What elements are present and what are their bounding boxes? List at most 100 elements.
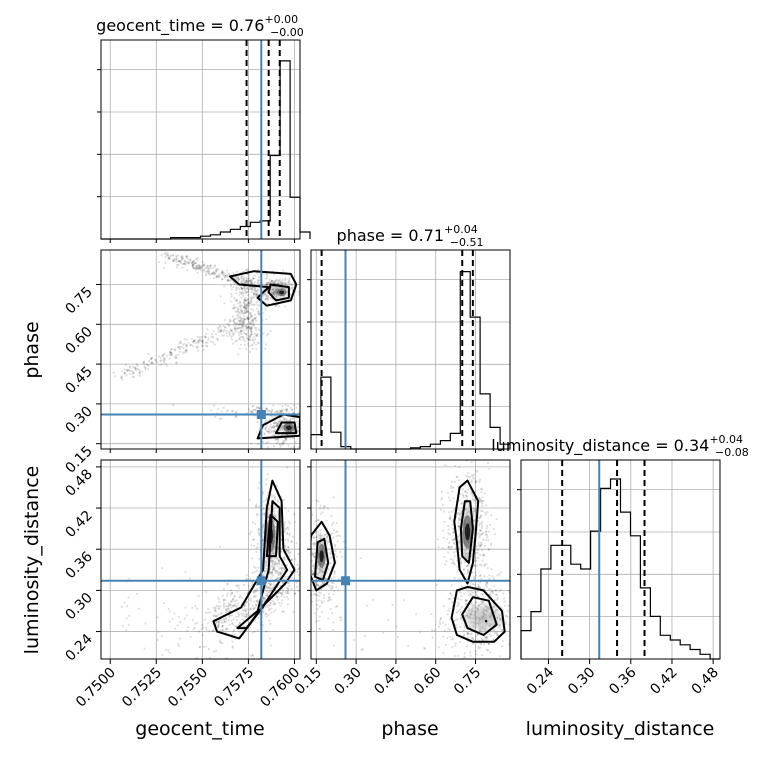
scatter-phase-geocent-lower-blob-pt (264, 428, 267, 431)
scatter-dist-phase-right-top-pt (471, 571, 474, 574)
scatter-dist-phase-right-bottom-pt (453, 576, 456, 580)
scatter-phase-geocent-low-arm-pt (212, 341, 215, 344)
scatter-dist-geocent-tail-pt (227, 605, 230, 608)
scatter-dist-phase-right-bottom-pt (446, 613, 449, 616)
scatter-phase-geocent-high-arm-pt (183, 262, 187, 265)
scatter-dist-geocent-core-pt (268, 571, 271, 574)
scatter-dist-phase-right-bottom-pt (448, 628, 451, 632)
scatter-phase-geocent-high-arm-pt (198, 265, 201, 268)
scatter-dist-phase-right-top-pt (464, 490, 467, 493)
scatter-phase-geocent-arm-pt (237, 313, 240, 316)
scatter-phase-geocent-arm-pt (244, 292, 247, 295)
scatter-phase-geocent-high-arm-pt (199, 266, 202, 269)
scatter-dist-geocent-tail-pt (279, 592, 282, 595)
scatter-phase-geocent-low-arm-pt (219, 325, 222, 329)
scatter-phase-geocent-high-arm-pt (193, 262, 197, 265)
scatter-dist-phase-right-bottom-pt (450, 584, 453, 587)
scatter-phase-geocent-band-pt (278, 409, 282, 412)
scatter-dist-geocent-tail-pt (241, 618, 244, 621)
scatter-phase-geocent-lower-blob-pt (274, 421, 278, 424)
scatter-phase-geocent-low-arm-pt (168, 357, 171, 360)
scatter-dist-phase-right-top-pt (448, 517, 451, 520)
scatter-dist-geocent-core-pt (254, 566, 257, 570)
scatter-phase-geocent-arm-pt (256, 294, 259, 297)
scatter-dist-phase-right-bottom-pt (475, 635, 478, 639)
scatter-dist-geocent-core-pt (285, 549, 288, 553)
scatter-dist-geocent-core-pt (281, 582, 284, 585)
scatter-phase-geocent-upper-blob-pt (270, 285, 274, 288)
scatter-dist-geocent-core-pt (267, 491, 270, 494)
scatter-dist-phase-spread-pt (332, 717, 334, 719)
scatter-dist-phase-left-pt (329, 552, 332, 555)
scatter-dist-phase-spread-pt (382, 631, 385, 634)
scatter-dist-phase-right-top-pt (479, 529, 482, 532)
scatter-dist-geocent-spread-pt (127, 596, 130, 599)
scatter-dist-phase-right-top-pt (447, 528, 450, 531)
scatter-dist-geocent-spread-pt (194, 605, 197, 608)
scatter-dist-geocent-tail-pt (235, 599, 238, 602)
scatter-dist-geocent-tail-pt (204, 626, 208, 629)
scatter-phase-geocent-low-arm-pt (173, 348, 176, 351)
scatter-dist-phase-left-pt (322, 600, 325, 603)
panel-frame-2-1 (310, 459, 511, 660)
scatter-phase-geocent-low-arm-pt (246, 318, 249, 321)
scatter-dist-phase-right-top-pt (475, 574, 478, 577)
scatter-dist-geocent-tail-pt (270, 607, 273, 610)
scatter-phase-geocent-arm-pt (240, 312, 243, 315)
scatter-dist-geocent-tail-pt (268, 590, 271, 593)
scatter-phase-geocent-arm-pt (246, 332, 249, 335)
scatter-phase-geocent-high-arm-pt (251, 286, 254, 289)
scatter-dist-phase-left-pt (317, 519, 320, 522)
scatter-phase-geocent-band-pt (265, 410, 268, 413)
scatter-dist-phase-right-top-pt (477, 585, 481, 588)
scatter-dist-phase-right-bottom-pt (484, 583, 488, 586)
scatter-dist-geocent-core-pt (272, 494, 275, 497)
scatter-dist-geocent-tail-pt (268, 607, 271, 611)
scatter-dist-phase-right-top-pt (472, 564, 476, 567)
scatter-phase-geocent-low-arm-pt (240, 323, 243, 326)
scatter-dist-phase-right-top-pt (472, 495, 475, 498)
scatter-phase-geocent-low-arm-pt (209, 340, 212, 343)
scatter-dist-phase-right-top-pt (452, 486, 455, 489)
scatter-phase-geocent-low-arm-pt (238, 319, 242, 323)
scatter-phase-geocent-low-arm-pt (170, 354, 173, 357)
scatter-phase-geocent-low-arm-pt (138, 372, 141, 375)
scatter-phase-geocent-lower-blob-pt (274, 438, 277, 441)
scatter-phase-geocent-arm-pt (234, 340, 237, 343)
scatter-dist-geocent-tail-pt (218, 601, 221, 604)
scatter-dist-geocent-core-pt (265, 478, 268, 481)
scatter-phase-geocent-high-arm-pt (218, 276, 221, 279)
scatter-phase-geocent-band-pt (235, 415, 238, 418)
scatter-dist-phase-right-bottom-pt (490, 568, 493, 571)
scatter-dist-geocent-tail-pt (235, 625, 238, 628)
scatter-dist-geocent-spread-pt (201, 634, 204, 637)
scatter-dist-phase-right-top-pt (453, 563, 456, 566)
scatter-dist-geocent-tail-pt (230, 619, 233, 622)
scatter-dist-geocent-tail-pt (248, 598, 251, 601)
scatter-phase-geocent-upper-blob-pt (288, 276, 291, 279)
scatter-phase-geocent-high-arm-pt (205, 270, 208, 273)
scatter-phase-geocent-low-arm-pt (128, 369, 131, 373)
scatter-dist-phase-right-top-pt (457, 597, 460, 601)
scatter-phase-geocent-lower-blob-pt (280, 409, 283, 412)
scatter-phase-geocent-lower-blob-pt (281, 442, 284, 445)
scatter-phase-geocent-low-arm-pt (159, 364, 162, 367)
scatter-dist-geocent-core-pt (275, 577, 278, 580)
scatter-phase-geocent-arm-pt (251, 338, 254, 341)
scatter-dist-geocent-spread-pt (226, 582, 229, 585)
scatter-dist-geocent-tail-pt (271, 586, 274, 589)
scatter-phase-geocent-low-arm-pt (132, 371, 135, 374)
scatter-phase-geocent-arm-pt (257, 310, 260, 313)
scatter-dist-phase-right-top-pt (479, 544, 482, 547)
scatter-phase-geocent-high-arm-pt (215, 268, 218, 271)
scatter-dist-geocent-tail-pt (227, 607, 230, 611)
scatter-dist-geocent-core-pt (273, 495, 276, 499)
scatter-phase-geocent-arm-pt (246, 316, 249, 319)
scatter-phase-geocent-arm-pt (246, 326, 249, 329)
scatter-phase-geocent-low-arm-pt (248, 317, 251, 320)
scatter-phase-geocent-low-arm-pt (200, 339, 203, 342)
scatter-dist-phase-right-top-pt (483, 563, 486, 567)
scatter-dist-geocent-core-pt (279, 572, 282, 575)
scatter-dist-geocent-core-pt (295, 542, 298, 545)
scatter-phase-geocent-high-arm-pt (212, 272, 215, 275)
